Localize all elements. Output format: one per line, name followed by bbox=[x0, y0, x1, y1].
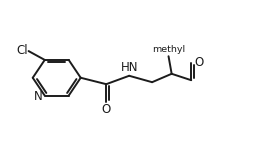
Text: methyl: methyl bbox=[152, 45, 185, 54]
Text: HN: HN bbox=[121, 61, 138, 74]
Text: O: O bbox=[195, 56, 204, 69]
Text: Cl: Cl bbox=[16, 44, 28, 57]
Text: N: N bbox=[33, 90, 42, 103]
Text: O: O bbox=[102, 103, 111, 116]
